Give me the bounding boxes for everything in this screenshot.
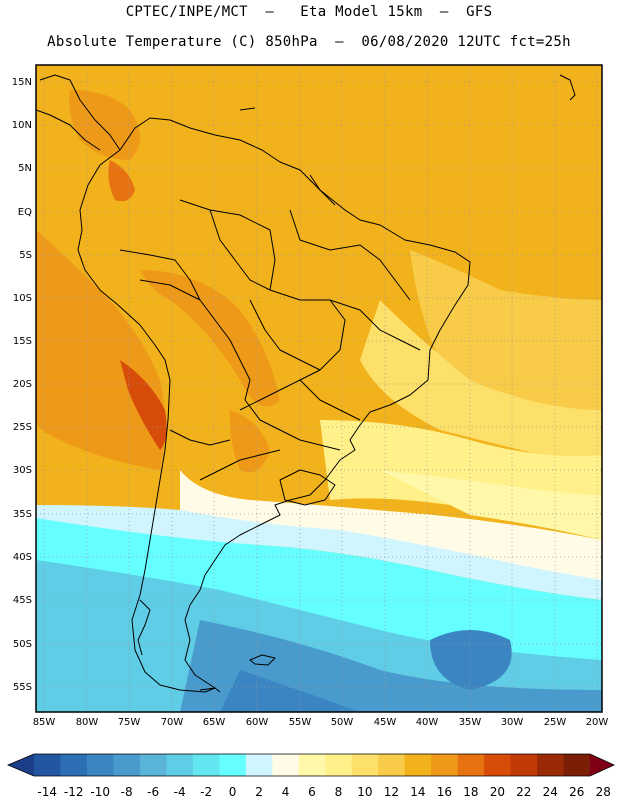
- colorbar-label: 0: [229, 785, 237, 799]
- lon-label: 80W: [76, 717, 99, 728]
- lat-label: 40S: [13, 552, 32, 563]
- colorbar-label: 2: [255, 785, 263, 799]
- colorbar-label: -4: [174, 785, 186, 799]
- colorbar-left-arrow: [8, 754, 34, 776]
- colorbar-outline: [6, 753, 615, 777]
- colorbar-swatch: [192, 754, 220, 776]
- lon-label: 20W: [586, 717, 609, 728]
- coastlines: [36, 74, 576, 693]
- title-line-2: Absolute Temperature (C) 850hPa – 06/08/…: [47, 34, 571, 50]
- lat-label: 25S: [13, 422, 32, 433]
- colorbar-label: 8: [335, 785, 343, 799]
- lon-label: 30W: [501, 717, 524, 728]
- colorbar-swatch: [86, 754, 114, 776]
- lat-label: 5N: [18, 163, 32, 174]
- lon-label: 85W: [33, 717, 56, 728]
- title-line-1: CPTEC/INPE/MCT – Eta Model 15km – GFS: [125, 4, 493, 20]
- lat-label: 50S: [13, 639, 32, 650]
- colorbar-swatch: [404, 754, 432, 776]
- colorbar-label: 18: [463, 785, 478, 799]
- lon-label: 35W: [459, 717, 482, 728]
- lon-label: 40W: [416, 717, 439, 728]
- colorbar-label: 4: [282, 785, 290, 799]
- colorbar-label: 28: [596, 785, 611, 799]
- lat-label: EQ: [18, 207, 32, 218]
- colorbar-label: 10: [357, 785, 372, 799]
- lat-label: 5S: [19, 250, 32, 261]
- colorbar-label: 24: [543, 785, 558, 799]
- lon-label: 55W: [289, 717, 312, 728]
- lat-label: 15N: [12, 77, 32, 88]
- colorbar-label: -6: [147, 785, 159, 799]
- lon-label: 45W: [374, 717, 397, 728]
- colorbar-swatch: [245, 754, 273, 776]
- lon-label: 70W: [161, 717, 184, 728]
- colorbar-label: -10: [90, 785, 110, 799]
- colorbar-right-arrow: [590, 754, 614, 776]
- colorbar-swatch: [378, 754, 406, 776]
- colorbar-swatch: [325, 754, 353, 776]
- colorbar-swatch: [537, 754, 565, 776]
- colorbar-swatch: [139, 754, 167, 776]
- lon-labels: 85W 80W 75W 70W 65W 60W 55W 50W 45W 40W …: [33, 717, 609, 728]
- lon-label: 65W: [203, 717, 226, 728]
- colorbar-label: 20: [490, 785, 505, 799]
- lon-label: 25W: [544, 717, 567, 728]
- lat-label: 20S: [13, 379, 32, 390]
- colorbar-swatch: [34, 754, 61, 776]
- colorbar-swatch: [563, 754, 591, 776]
- colorbar-swatch: [166, 754, 194, 776]
- colorbar-label: 16: [437, 785, 452, 799]
- colorbar: -14 -12 -10 -8 -6 -4 -2 0 2 4 6 8 10 12 14 16 18 20 22 24 26…: [6, 753, 615, 799]
- lat-label: 15S: [13, 336, 32, 347]
- colorbar-label: 22: [516, 785, 531, 799]
- lat-label: 10S: [13, 293, 32, 304]
- lon-label: 60W: [246, 717, 269, 728]
- lat-label: 10N: [12, 120, 32, 131]
- colorbar-label: -8: [121, 785, 133, 799]
- colorbar-label: 14: [410, 785, 425, 799]
- lat-label: 30S: [13, 465, 32, 476]
- colorbar-swatch: [113, 754, 141, 776]
- colorbar-swatch: [219, 754, 247, 776]
- colorbar-swatch: [510, 754, 538, 776]
- colorbar-swatch: [298, 754, 326, 776]
- colorbar-label: -2: [200, 785, 212, 799]
- colorbar-swatch: [457, 754, 485, 776]
- lon-label: 50W: [331, 717, 354, 728]
- colorbar-swatch: [272, 754, 300, 776]
- colorbar-label: 12: [384, 785, 399, 799]
- colorbar-swatch: [60, 754, 88, 776]
- colorbar-label: -14: [37, 785, 57, 799]
- lat-labels: 15N 10N 5N EQ 5S 10S 15S 20S 25S 30S 35S…: [12, 77, 32, 693]
- colorbar-swatch: [431, 754, 459, 776]
- colorbar-swatch: [351, 754, 379, 776]
- colorbar-label: 26: [569, 785, 584, 799]
- colorbar-swatch: [484, 754, 512, 776]
- colorbar-label: 6: [308, 785, 316, 799]
- lat-label: 45S: [13, 595, 32, 606]
- lat-label: 35S: [13, 509, 32, 520]
- colorbar-label: -12: [64, 785, 84, 799]
- map-frame: [35, 64, 603, 713]
- temperature-field: [36, 65, 602, 712]
- lat-label: 55S: [13, 682, 32, 693]
- lon-label: 75W: [118, 717, 141, 728]
